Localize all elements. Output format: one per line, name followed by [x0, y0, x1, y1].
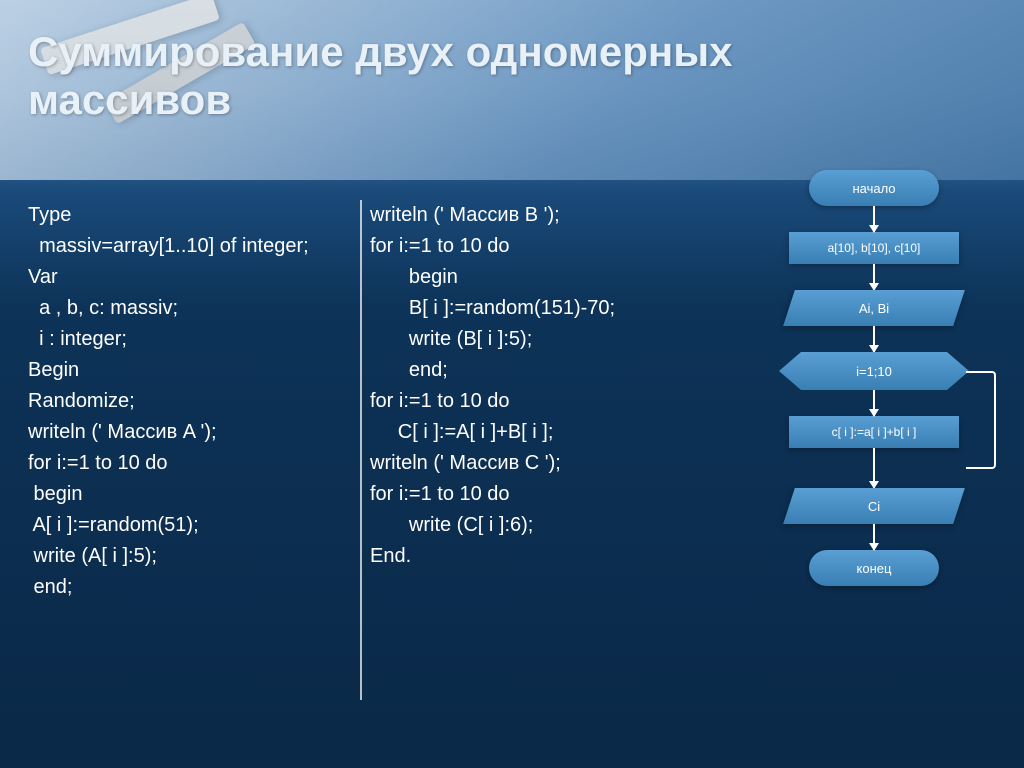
slide-title: Суммирование двух одномерных массивов [28, 28, 732, 125]
code-line: B[ i ]:=random(151)-70; [370, 293, 700, 324]
code-line: for i:=1 to 10 do [28, 448, 358, 479]
code-line: massiv=array[1..10] of integer; [28, 231, 358, 262]
code-line: for i:=1 to 10 do [370, 231, 700, 262]
flowchart-end-label: конец [857, 561, 892, 576]
flowchart-arrow [873, 206, 875, 232]
title-line-1: Суммирование двух одномерных [28, 28, 732, 75]
code-line: i : integer; [28, 324, 358, 355]
code-line: writeln (' Массив A '); [28, 417, 358, 448]
flowchart-end: конец [809, 550, 939, 586]
code-line: write (B[ i ]:5); [370, 324, 700, 355]
flowchart-input: Ai, Bi [783, 290, 965, 326]
code-line: end; [28, 572, 358, 603]
flowchart-arrow [873, 390, 875, 416]
code-line: Randomize; [28, 386, 358, 417]
code-line: End. [370, 541, 700, 572]
code-line: write (C[ i ]:6); [370, 510, 700, 541]
flowchart-arrow [873, 524, 875, 550]
flowchart-arrow [873, 326, 875, 352]
code-block-right: writeln (' Массив B '); for i:=1 to 10 d… [370, 200, 700, 572]
vertical-divider [360, 200, 362, 700]
code-line: for i:=1 to 10 do [370, 386, 700, 417]
flowchart-output-label: Ci [868, 499, 880, 514]
code-line: A[ i ]:=random(51); [28, 510, 358, 541]
slide-content: Type massiv=array[1..10] of integer; Var… [0, 200, 1024, 768]
flowchart-loop-wrap: i=1;10 c[ i ]:=a[ i ]+b[ i ] [744, 352, 1004, 448]
flowchart-arrow [873, 264, 875, 290]
flowchart-declaration: a[10], b[10], c[10] [789, 232, 959, 264]
code-line: for i:=1 to 10 do [370, 479, 700, 510]
flowchart-start-label: начало [852, 181, 895, 196]
code-line: end; [370, 355, 700, 386]
code-line: a , b, c: massiv; [28, 293, 358, 324]
flowchart-declaration-label: a[10], b[10], c[10] [828, 241, 921, 255]
flowchart-loop-label: i=1;10 [856, 364, 892, 379]
code-line: begin [370, 262, 700, 293]
code-line: write (A[ i ]:5); [28, 541, 358, 572]
flowchart-loop: i=1;10 [779, 352, 969, 390]
code-line: Var [28, 262, 358, 293]
title-line-2: массивов [28, 76, 231, 123]
code-line: begin [28, 479, 358, 510]
code-line: Type [28, 200, 358, 231]
flowchart: начало a[10], b[10], c[10] Ai, Bi [744, 170, 1004, 730]
flowchart-output: Ci [783, 488, 965, 524]
code-line: writeln (' Массив C '); [370, 448, 700, 479]
code-line: C[ i ]:=A[ i ]+B[ i ]; [370, 417, 700, 448]
flowchart-loop-back-line [966, 371, 996, 469]
flowchart-start: начало [809, 170, 939, 206]
flowchart-assign-label: c[ i ]:=a[ i ]+b[ i ] [832, 425, 917, 439]
slide: Суммирование двух одномерных массивов Ty… [0, 0, 1024, 768]
flowchart-arrow [873, 448, 875, 488]
code-block-left: Type massiv=array[1..10] of integer; Var… [28, 200, 358, 603]
code-line: writeln (' Массив B '); [370, 200, 700, 231]
flowchart-input-label: Ai, Bi [859, 301, 889, 316]
flowchart-assign: c[ i ]:=a[ i ]+b[ i ] [789, 416, 959, 448]
code-line: Begin [28, 355, 358, 386]
